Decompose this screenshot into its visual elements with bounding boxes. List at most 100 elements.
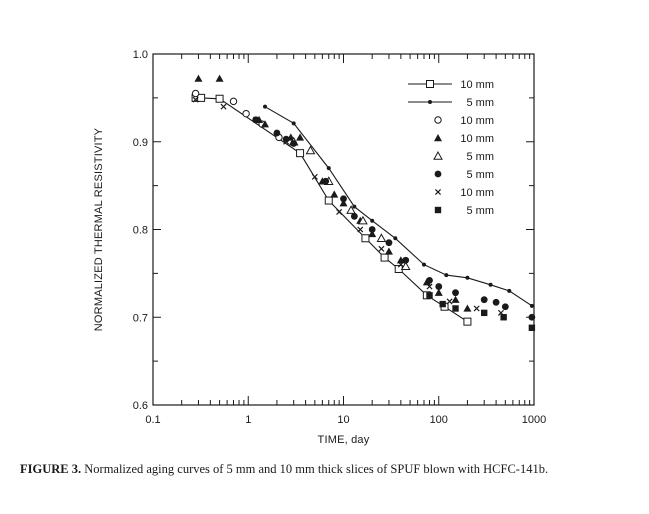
data-point <box>451 295 460 303</box>
legend-entry: 5 mm <box>433 150 494 163</box>
legend-entry: 5 mm <box>434 205 494 217</box>
data-point <box>434 134 442 142</box>
data-point <box>385 239 393 247</box>
data-point <box>492 298 500 306</box>
x-axis-label: TIME, day <box>318 434 370 446</box>
data-point <box>283 138 290 145</box>
legend-entry: 10 mm <box>408 79 494 91</box>
cross-stroke <box>397 261 404 268</box>
data-point <box>361 234 370 243</box>
y-tick-label: 0.7 <box>133 312 148 324</box>
legend-entry: 10 mm <box>434 133 494 145</box>
data-point <box>358 215 368 225</box>
data-point <box>463 304 472 312</box>
cross-stroke <box>426 283 433 290</box>
data-point <box>421 262 426 267</box>
data-point <box>433 150 443 160</box>
data-point <box>426 276 433 284</box>
data-point <box>501 303 509 311</box>
data-point <box>435 283 443 290</box>
data-point <box>290 140 298 147</box>
data-point <box>384 247 393 255</box>
data-point <box>488 282 493 287</box>
data-point <box>192 96 199 103</box>
data-point <box>305 145 316 155</box>
legend-label: 5 mm <box>467 97 495 109</box>
legend-label: 10 mm <box>460 187 494 199</box>
data-point <box>528 324 536 331</box>
x-tick-label: 1000 <box>522 414 546 426</box>
data-point <box>296 133 305 141</box>
cross-stroke <box>357 226 364 233</box>
figure-caption: FIGURE 3. Normalized aging curves of 5 m… <box>20 462 620 477</box>
data-point <box>339 199 348 207</box>
data-point <box>426 80 434 88</box>
x-tick-label: 1 <box>245 414 251 426</box>
cross-stroke <box>252 116 259 123</box>
cross-stroke <box>311 173 318 180</box>
data-point <box>434 170 442 178</box>
series-1 <box>191 93 472 326</box>
data-point <box>439 300 446 308</box>
data-point <box>191 89 200 98</box>
data-point <box>452 289 459 297</box>
data-point <box>500 314 507 321</box>
data-point <box>368 226 376 233</box>
series-line-1 <box>195 97 468 323</box>
data-point <box>324 196 333 205</box>
data-point <box>261 120 270 128</box>
cross-stroke <box>434 188 442 196</box>
data-point <box>400 261 411 271</box>
legend-label: 10 mm <box>460 115 494 127</box>
data-point <box>229 97 238 106</box>
series-6 <box>252 116 536 321</box>
cross-stroke <box>497 309 504 316</box>
data-point <box>426 292 433 299</box>
legend-label: 10 mm <box>460 133 494 145</box>
data-point <box>452 305 459 312</box>
legend: 10 mm 5 mm 10 mm 10 mm 5 mm 5 mm 10 mm 5 mm <box>408 79 494 217</box>
data-point <box>465 275 470 280</box>
data-point <box>463 317 472 326</box>
data-point <box>507 288 512 293</box>
legend-label: 5 mm <box>467 169 495 181</box>
data-point <box>311 173 318 180</box>
data-point <box>340 195 347 203</box>
y-tick-label: 0.9 <box>133 137 148 149</box>
data-point <box>215 94 224 103</box>
data-point <box>376 233 387 242</box>
cross-stroke <box>192 96 199 103</box>
ticks <box>152 53 535 406</box>
x-tick-label: 10 <box>337 414 349 426</box>
y-tick-label: 1.0 <box>133 49 148 61</box>
caption-text: Normalized aging curves of 5 mm and 10 m… <box>84 462 549 476</box>
data-point <box>426 283 433 290</box>
cross-stroke <box>220 103 227 110</box>
data-point <box>428 100 432 104</box>
data-point <box>263 104 268 109</box>
data-point <box>402 256 410 264</box>
cross-stroke <box>473 305 480 312</box>
series-4 <box>194 74 472 312</box>
data-point <box>194 74 203 82</box>
data-point <box>434 206 442 214</box>
legend-label: 10 mm <box>460 79 494 91</box>
x-tick-label: 0.1 <box>145 414 160 426</box>
data-point <box>273 129 281 137</box>
data-point <box>346 205 356 214</box>
series-line-2 <box>264 106 533 307</box>
data-point <box>444 273 449 278</box>
series-2 <box>263 104 534 308</box>
data-point <box>397 261 404 268</box>
data-point <box>220 103 227 110</box>
series-5 <box>288 136 411 271</box>
cross-stroke <box>378 245 385 252</box>
legend-entry: 5 mm <box>434 169 495 181</box>
data-point <box>473 305 480 312</box>
y-tick-label: 0.8 <box>133 225 148 237</box>
data-point <box>215 74 224 82</box>
cross-stroke <box>336 208 343 215</box>
caption-label: FIGURE 3. <box>20 462 82 476</box>
y-axis-label: NORMALIZED THERMAL RESISTIVITY <box>93 127 105 331</box>
